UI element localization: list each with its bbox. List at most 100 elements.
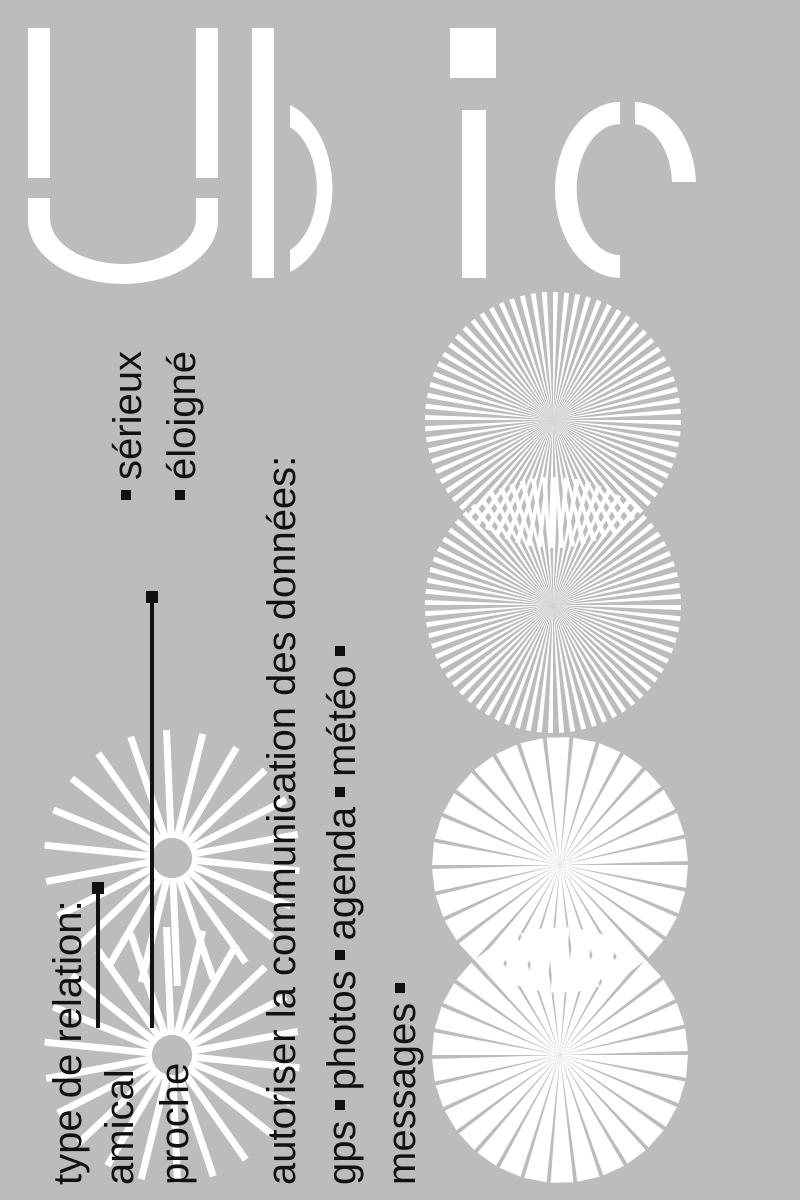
burst-wedge: [431, 420, 553, 464]
burst-wedge: [484, 605, 553, 716]
burst-wedge: [425, 403, 553, 420]
burst-wedge: [428, 605, 553, 639]
burst-spoke: [191, 1027, 299, 1055]
burst-wedge: [425, 415, 553, 420]
relation-option-amical[interactable]: amical: [98, 1069, 142, 1185]
burst-wedge: [553, 489, 612, 605]
burst-wedge: [451, 420, 553, 503]
burst-wedge: [560, 1055, 600, 1182]
burst-wedge: [553, 605, 652, 692]
burst-wedge: [426, 605, 553, 628]
burst-wedge: [553, 531, 661, 605]
burst-wedge: [560, 1055, 688, 1078]
burst-wedge: [553, 561, 675, 605]
burst-wedge: [553, 605, 664, 674]
burst-spoke: [175, 1072, 217, 1178]
burst-wedge: [474, 946, 560, 1055]
burst-wedge: [536, 605, 553, 733]
burst-wedge: [466, 420, 553, 519]
burst-wedge: [426, 420, 553, 443]
burst-wedge: [553, 605, 627, 713]
burst-wedge: [553, 420, 681, 425]
burst-wedge: [553, 605, 587, 730]
burst-wedge: [560, 754, 643, 865]
burst-wedge: [553, 605, 680, 633]
burst-spoke: [188, 993, 288, 1050]
burst-wedge: [458, 865, 560, 961]
burst-wedge: [553, 420, 669, 479]
data-option-agenda[interactable]: agenda: [320, 806, 364, 941]
burst-wedge: [553, 329, 647, 420]
burst-wedge: [560, 769, 662, 865]
burst-wedge: [435, 865, 560, 918]
burst-wedge: [435, 605, 553, 660]
burst-wedge: [437, 546, 553, 605]
burst-wedge: [553, 550, 671, 605]
burst-wedge: [432, 842, 560, 865]
burst-wedge: [509, 298, 553, 420]
serieux-bullet: [121, 490, 132, 500]
burst-spoke: [179, 942, 240, 1040]
burst-wedge: [432, 556, 553, 605]
burst-wedge: [524, 1055, 560, 1183]
burst-wedge: [489, 306, 553, 420]
data-option-meteo[interactable]: météo: [320, 665, 364, 777]
burst-wedge: [494, 605, 553, 721]
burst-wedge: [553, 605, 597, 727]
burst-top-2: [425, 477, 681, 733]
burst-spoke: [163, 926, 175, 1036]
burst-wedge: [435, 420, 553, 475]
relation-option-proche[interactable]: proche: [153, 1062, 197, 1185]
burst-bottom-2: [432, 927, 688, 1183]
burst-wedge: [520, 738, 560, 865]
relation-option-eloigne-row[interactable]: éloigné: [160, 350, 204, 510]
burst-wedge: [553, 605, 669, 664]
burst-wedge: [560, 927, 596, 1055]
burst-wedge: [515, 605, 553, 729]
relation-option-serieux-row[interactable]: sérieux: [106, 351, 150, 510]
burst-wedge: [437, 361, 553, 420]
burst-wedge: [553, 605, 617, 719]
burst-wedge: [553, 605, 576, 732]
burst-wedge: [560, 743, 621, 865]
burst-wedge: [560, 865, 677, 937]
burst-wedge: [489, 491, 553, 605]
burst-spoke: [163, 729, 175, 839]
data-heading: autoriser la communication des données:: [260, 455, 304, 1185]
burst-wedge: [550, 1055, 574, 1183]
burst-wedge: [426, 577, 553, 605]
burst-wedge: [479, 497, 553, 605]
burst-wedge: [439, 605, 553, 669]
burst-spoke: [52, 1003, 155, 1051]
burst-wedge: [442, 351, 553, 420]
burst-spoke: [184, 964, 268, 1044]
burst-spoke: [69, 972, 159, 1046]
burst-wedge: [560, 944, 643, 1055]
data-option-messages[interactable]: messages: [380, 1002, 424, 1185]
burst-spoke: [175, 875, 217, 981]
burst-spoke: [56, 1060, 156, 1117]
burst-wedge: [560, 1002, 685, 1055]
burst-wedge: [462, 326, 553, 420]
burst-wedge: [479, 312, 553, 420]
burst-wedge: [546, 927, 570, 1055]
burst-wedge: [553, 292, 570, 420]
data-option-photos[interactable]: photos: [320, 970, 364, 1091]
data-option-gps[interactable]: gps: [320, 1120, 364, 1186]
burst-wedge: [553, 315, 631, 420]
burst-wedge: [432, 371, 553, 420]
burst-spoke: [44, 841, 153, 860]
burst-wedge: [560, 933, 621, 1055]
burst-spoke: [137, 876, 171, 984]
burst-wedge: [553, 304, 612, 420]
burst-wedge: [553, 356, 667, 420]
burst-wedge: [431, 605, 553, 649]
relation-option-eloigne: éloigné: [160, 350, 204, 480]
burst-wedge: [541, 292, 553, 420]
burst-wedge: [454, 518, 553, 605]
burst-wedge: [548, 605, 553, 733]
burst-wedge: [553, 293, 581, 420]
burst-wedge: [553, 481, 591, 605]
burst-wedge: [509, 483, 553, 605]
